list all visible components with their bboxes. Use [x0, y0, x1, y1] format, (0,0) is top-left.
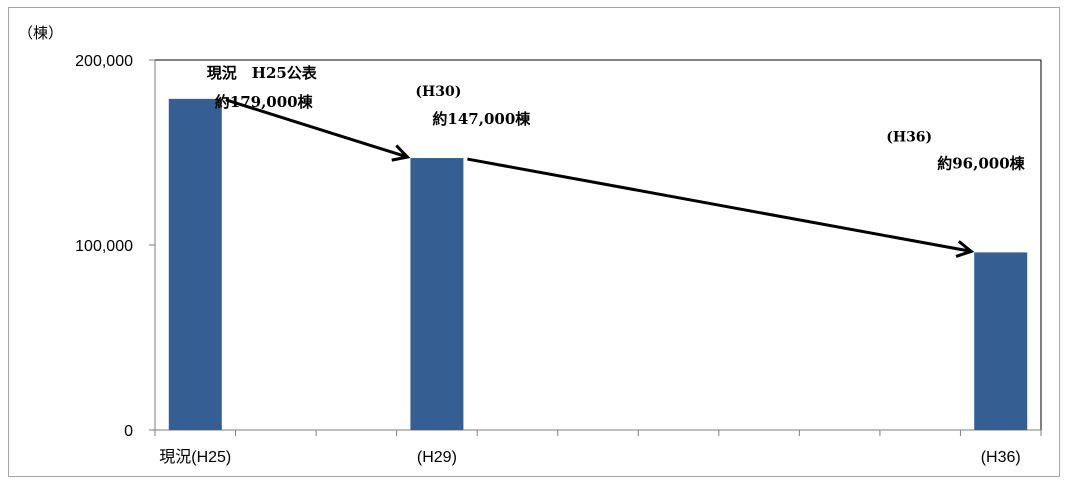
x-axis-ticks: 現況(H25) (H29) (H36) [154, 430, 1042, 466]
arrow-shaft [225, 98, 408, 159]
x-tick-label: 現況(H25) [159, 448, 231, 466]
annotation-text: (H36) [886, 129, 932, 145]
bars [168, 98, 1028, 431]
y-tick-label: 0 [124, 423, 133, 440]
annotation-text: 現況 H25公表 [207, 64, 318, 82]
trend-arrows [225, 98, 975, 258]
arrow-shaft [467, 157, 972, 253]
trend-arrow [467, 157, 975, 258]
y-axis-ticks: 0 100,000 200,000 [75, 53, 155, 440]
annotation-text: 約147,000棟 [432, 110, 531, 128]
x-tick-label: (H36) [981, 449, 1021, 466]
y-unit-label: （棟） [18, 24, 63, 42]
plot-area [154, 59, 1042, 431]
x-tick-label: (H29) [417, 449, 457, 466]
annotation-text: 約96,000棟 [937, 154, 1025, 172]
annotation-text: 約179,000棟 [215, 93, 314, 111]
annotation-text: (H30) [415, 84, 461, 100]
arrow-head [391, 144, 411, 162]
arrow-head [955, 240, 975, 258]
bar [410, 158, 464, 431]
bar [974, 252, 1028, 430]
y-tick-label: 100,000 [75, 238, 133, 255]
trend-arrow [225, 98, 411, 162]
bar [168, 98, 222, 430]
y-tick-label: 200,000 [75, 53, 133, 70]
